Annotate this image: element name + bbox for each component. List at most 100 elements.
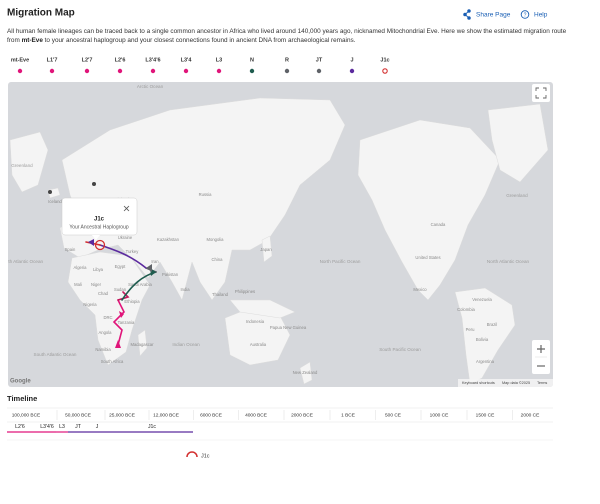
haplogroup-item[interactable]: J1c xyxy=(380,57,390,74)
timeline-tick: 6000 BCE xyxy=(200,412,222,418)
timeline-segment-label: JT xyxy=(75,424,82,430)
ocean-label: South Pacific Ocean xyxy=(379,347,421,352)
haplogroup-item[interactable]: L3'4 xyxy=(181,57,193,74)
share-button[interactable]: Share Page xyxy=(463,9,511,20)
help-button[interactable]: ? Help xyxy=(520,10,548,19)
haplogroup-dot xyxy=(249,68,255,74)
country-label: Argentina xyxy=(476,359,495,364)
haplogroup-marker[interactable] xyxy=(94,239,106,251)
timeline-tick: 1500 CE xyxy=(476,412,495,418)
ocean-label: South Atlantic Ocean xyxy=(34,352,77,357)
country-label: DRC xyxy=(103,315,112,320)
ocean-label: North Atlantic Ocean xyxy=(1,259,44,264)
ocean-label: North Atlantic Ocean xyxy=(487,259,530,264)
haplogroup-dot xyxy=(84,68,90,74)
country-label: Libya xyxy=(93,267,104,272)
haplogroup-dot xyxy=(349,68,355,74)
country-label: India xyxy=(180,287,190,292)
haplogroup-item[interactable]: J xyxy=(349,57,355,74)
fullscreen-button[interactable] xyxy=(532,84,550,102)
ocean-label: Indian Ocean xyxy=(172,342,200,347)
country-label: Sudan xyxy=(114,287,127,292)
timeline-tick: 50,000 BCE xyxy=(65,412,91,418)
timeline-tick: 25,000 BCE xyxy=(109,412,135,418)
country-label: China xyxy=(212,257,224,262)
map-attribution: Google xyxy=(10,379,31,385)
ocean-label: Greenland xyxy=(506,193,528,198)
haplogroup-item[interactable]: L1'7 xyxy=(47,57,58,74)
haplogroup-dot xyxy=(316,68,322,74)
country-label: Mongolia xyxy=(207,237,225,242)
timeline-tick: 2000 CE xyxy=(521,412,540,418)
haplogroup-item[interactable]: L2'7 xyxy=(82,57,93,74)
country-label: Canada xyxy=(431,222,446,227)
haplogroup-dot xyxy=(150,68,156,74)
timeline-tick: 1 BCE xyxy=(341,412,355,418)
map-footer-link[interactable]: Keyboard shortcuts xyxy=(462,381,495,385)
map[interactable]: Arctic Ocean Greenland Greenland North Atla… xyxy=(1,82,553,387)
haplogroup-item[interactable]: mt-Eve xyxy=(11,57,29,74)
svg-text:?: ? xyxy=(524,12,527,18)
ocean-label: North Pacific Ocean xyxy=(320,259,361,264)
haplogroup-item[interactable]: L2'6 xyxy=(115,57,126,74)
country-label: Algeria xyxy=(73,265,87,270)
haplogroup-item[interactable]: L3'4'6 xyxy=(145,57,161,74)
country-label: Bolivia xyxy=(476,337,489,342)
country-label: Iran xyxy=(151,259,159,264)
country-label: Madagascar xyxy=(130,342,154,347)
map-footer-link[interactable]: Map data ©2025 xyxy=(502,381,530,385)
popup-title: J1c xyxy=(94,217,105,223)
country-label: United States xyxy=(415,255,440,260)
timeline-tick: 4000 BCE xyxy=(245,412,267,418)
timeline-segment-label: L3 xyxy=(59,424,65,430)
country-label: Pakistan xyxy=(162,272,179,277)
ocean-label: Arctic Ocean xyxy=(137,84,164,89)
haplogroup-item[interactable]: JT xyxy=(316,57,323,74)
timeline-tick: 12,000 BCE xyxy=(153,412,179,418)
country-label: Chad xyxy=(98,291,109,296)
country-label: Philippines xyxy=(235,289,255,294)
haplogroup-label: J1c xyxy=(380,57,389,63)
map-footer-link[interactable]: Terms xyxy=(537,381,547,385)
country-label: Russia xyxy=(199,192,212,197)
country-label: Japan xyxy=(260,247,272,252)
country-label: Brazil xyxy=(487,322,498,327)
timeline-segment-label: L2'6 xyxy=(15,424,25,430)
country-label: Venezuela xyxy=(472,297,492,302)
haplogroup-label: J xyxy=(350,57,353,63)
haplogroup-item[interactable]: N xyxy=(249,57,255,74)
haplogroup-label: L2'7 xyxy=(82,57,93,63)
haplogroup-label: L3 xyxy=(216,57,222,63)
haplogroup-dot xyxy=(284,68,290,74)
sample-marker[interactable] xyxy=(48,190,52,194)
country-label: Mexico xyxy=(413,287,427,292)
sample-marker[interactable] xyxy=(92,182,96,186)
timeline-segment-label: J1c xyxy=(148,424,156,430)
country-label: Nigeria xyxy=(83,302,97,307)
haplogroup-dot xyxy=(183,68,189,74)
haplogroup-label: N xyxy=(250,57,254,63)
route-arrows xyxy=(88,239,156,348)
map-footer: Keyboard shortcuts Map data ©2025 Terms xyxy=(462,381,547,385)
description-text: All human female lineages can be traced … xyxy=(7,28,567,44)
help-label: Help xyxy=(534,12,548,19)
popup-close[interactable] xyxy=(123,205,130,212)
country-label: Papua New Guinea xyxy=(270,325,307,330)
description-text: to your ancestral haplogroup and your cl… xyxy=(42,37,356,44)
country-label: Ethiopia xyxy=(124,299,140,304)
zoom-controls[interactable] xyxy=(532,340,550,374)
country-label: Thailand xyxy=(212,292,229,297)
timeline-marker[interactable]: J1c xyxy=(186,451,210,459)
map-popup: J1c Your Ancestral Haplogroup xyxy=(61,197,138,240)
timeline-segment-label: J xyxy=(96,424,99,430)
timeline-tick: 1000 CE xyxy=(430,412,449,418)
country-label: Egypt xyxy=(115,264,127,269)
haplogroup-item[interactable]: L3 xyxy=(216,57,222,74)
country-label: Ukraine xyxy=(118,235,133,240)
country-label: Mali xyxy=(74,282,82,287)
share-label: Share Page xyxy=(476,12,511,19)
haplogroup-item[interactable]: R xyxy=(284,57,290,74)
ocean-label: Greenland xyxy=(11,163,33,168)
